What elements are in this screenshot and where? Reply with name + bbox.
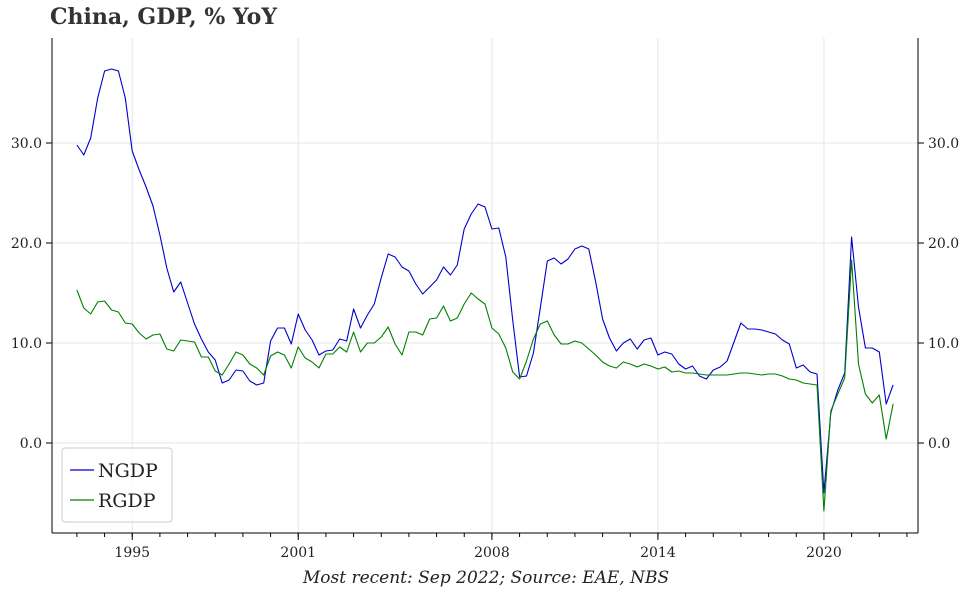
y-tick-label-left: 30.0 — [11, 136, 42, 152]
legend-box — [61, 447, 173, 523]
x-tick-label: 2014 — [640, 545, 676, 561]
legend-label-rgdp: RGDP — [98, 490, 156, 512]
y-tick-label-left: 20.0 — [11, 236, 42, 252]
chart-title: China, GDP, % YoY — [50, 4, 278, 30]
y-tick-label-right: 0.0 — [928, 436, 950, 452]
x-tick-label: 2008 — [474, 545, 510, 561]
source-footnote: Most recent: Sep 2022; Source: EAE, NBS — [302, 568, 669, 588]
y-tick-label-left: 10.0 — [11, 336, 42, 352]
y-tick-label-right: 10.0 — [928, 336, 959, 352]
series-lines — [76, 68, 894, 512]
y-tick-label-left: 0.0 — [20, 436, 42, 452]
series-line-rgdp — [76, 259, 894, 512]
legend: NGDP RGDP — [61, 447, 173, 523]
gridlines — [52, 38, 918, 533]
axes: 1995 2001 2008 2014 2020 0.0 0.0 10.0 10.0 20.0 20… — [11, 38, 959, 561]
y-tick-label-right: 30.0 — [928, 136, 959, 152]
series-line-ngdp — [76, 68, 894, 494]
x-tick-label: 2001 — [280, 545, 316, 561]
x-tick-label: 2020 — [806, 545, 842, 561]
x-tick-label: 1995 — [114, 545, 150, 561]
y-tick-label-right: 20.0 — [928, 236, 959, 252]
legend-label-ngdp: NGDP — [98, 460, 158, 482]
